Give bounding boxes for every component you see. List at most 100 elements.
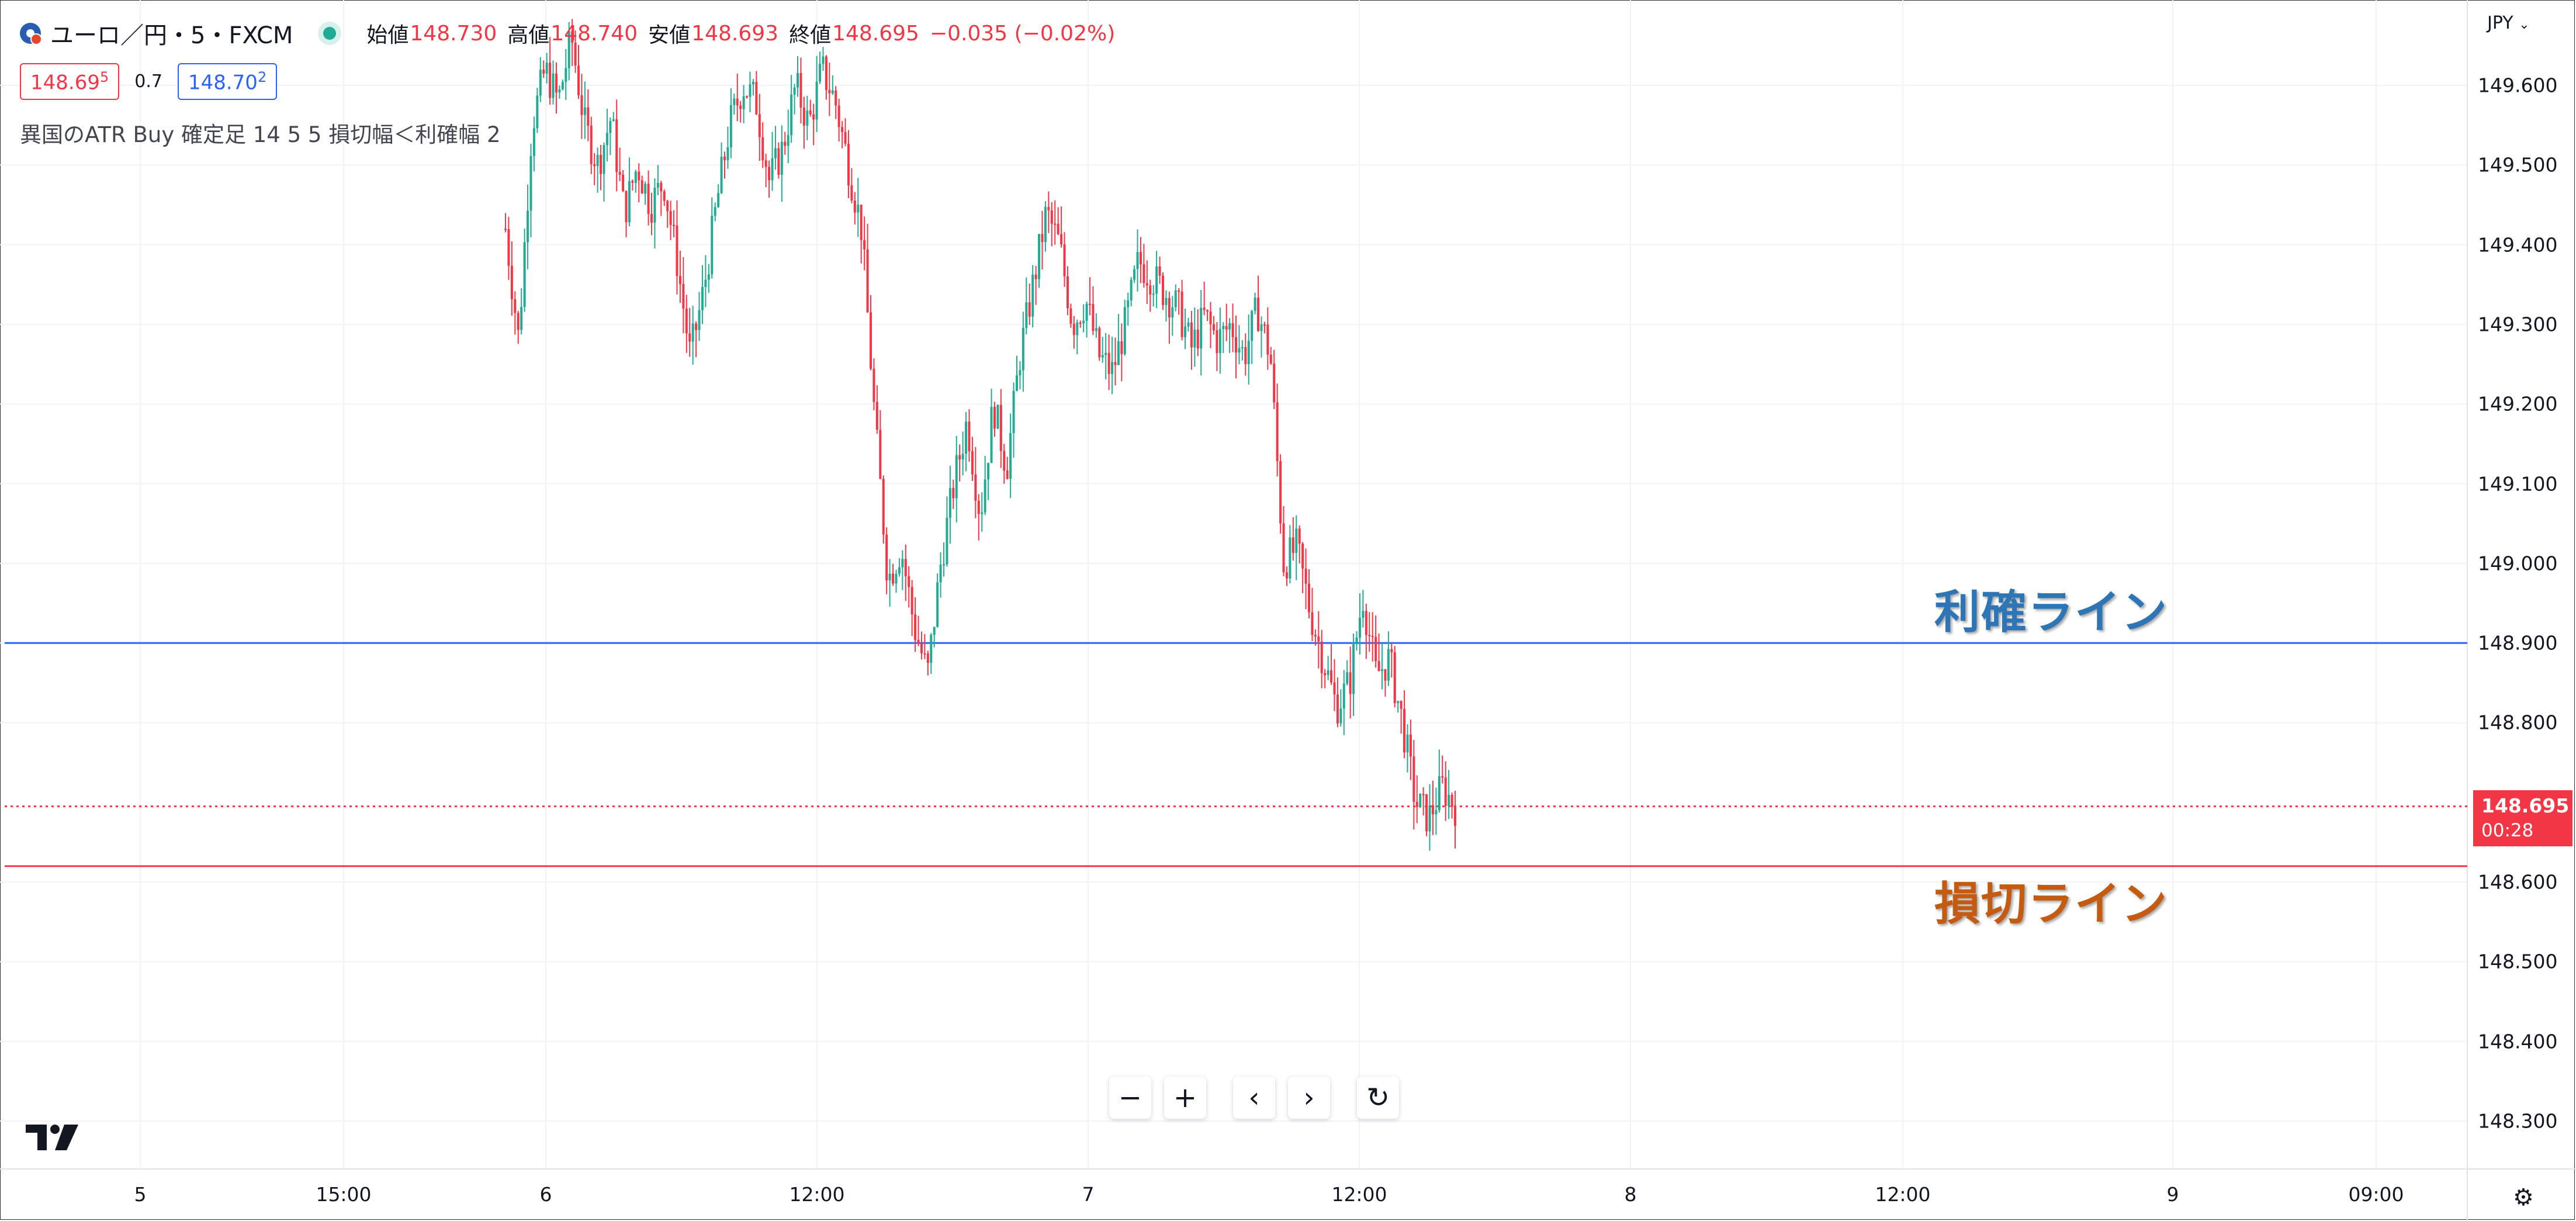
candle-body	[755, 82, 758, 115]
candle-body	[673, 224, 676, 226]
candle-body	[1403, 708, 1406, 753]
candle-body	[510, 265, 513, 299]
candle-body	[793, 87, 796, 95]
zoom-out-button[interactable]: −	[1109, 1077, 1151, 1119]
zoom-in-button[interactable]: +	[1164, 1077, 1206, 1119]
candle-body	[1362, 611, 1365, 618]
candle-body	[1044, 207, 1047, 243]
candle-body	[828, 89, 831, 94]
candle-body	[1212, 324, 1215, 331]
price-tick-label: 149.500	[2478, 153, 2558, 177]
open-label: 始値	[366, 23, 409, 47]
candle-body	[587, 107, 590, 126]
candle-body	[777, 148, 780, 175]
indicator-legend[interactable]: 異国のATR Buy 確定足 14 5 5 損切幅＜利確幅 2	[20, 122, 501, 147]
candle-body	[1324, 673, 1327, 675]
candle-body	[948, 487, 951, 518]
candle-body	[1276, 402, 1279, 462]
candle-body	[1317, 636, 1320, 642]
candle-body	[850, 185, 853, 201]
candle-body	[717, 193, 720, 207]
candle-body	[1022, 328, 1024, 371]
candle-body	[1371, 635, 1374, 637]
candle-body	[822, 56, 825, 64]
candle-body	[799, 73, 802, 108]
candle-body	[879, 430, 882, 479]
close-value: 148.695	[832, 21, 919, 46]
tradingview-logo-icon[interactable]	[26, 1125, 79, 1150]
candle-body	[571, 31, 574, 43]
candle-body	[536, 95, 539, 129]
scroll-left-button[interactable]: ‹	[1233, 1077, 1275, 1119]
candle-body	[1082, 320, 1085, 324]
candle-body	[920, 643, 923, 653]
candle-body	[736, 98, 739, 106]
candle-body	[1238, 348, 1241, 353]
candle-body	[812, 114, 815, 120]
candle-body	[660, 182, 663, 192]
symbol-title[interactable]: ユーロ／円・5・FXCM	[50, 22, 293, 49]
sell-button[interactable]: 148.695	[20, 63, 120, 101]
candle-body	[837, 105, 840, 127]
candle-body	[968, 421, 971, 452]
candle-body	[746, 96, 749, 98]
candle-body	[1257, 298, 1260, 331]
price-tick-label: 149.200	[2478, 392, 2558, 416]
buy-button[interactable]: 148.702	[177, 63, 278, 101]
reset-chart-button[interactable]: ↻	[1357, 1077, 1399, 1119]
candle-body	[952, 487, 955, 499]
candle-body	[1028, 302, 1031, 317]
candle-body	[574, 43, 577, 66]
candle-body	[1308, 583, 1310, 613]
sell-price: 148.69	[30, 71, 100, 95]
candle-body	[1377, 661, 1380, 672]
symbol-legend[interactable]: ユーロ／円・5・FXCM 始値 148.730 高値 148.740 安値 14…	[20, 16, 1126, 50]
currency-selector[interactable]: JPY ⌄	[2487, 13, 2530, 33]
candle-body	[987, 463, 990, 480]
candle-body	[1076, 322, 1079, 335]
time-tick-label: 7	[1082, 1183, 1095, 1206]
price-tick-label: 148.600	[2478, 870, 2558, 894]
candle-body	[857, 205, 860, 213]
candle-body	[904, 559, 907, 576]
candle-body	[1400, 701, 1403, 709]
candle-body	[1358, 618, 1361, 638]
candle-body	[965, 421, 968, 454]
candle-body	[527, 210, 529, 243]
candle-body	[600, 154, 603, 174]
candle-body	[1336, 694, 1339, 724]
candle-body	[720, 157, 723, 193]
candle-body	[809, 110, 812, 115]
time-tick-label: 5	[134, 1183, 147, 1206]
candle-body	[1111, 362, 1114, 374]
current-price-flag: 148.695 00:28	[2473, 790, 2572, 846]
candle-body	[1444, 777, 1447, 807]
chart-settings-gear-icon[interactable]: ⚙	[2513, 1184, 2534, 1211]
candle-body	[1289, 537, 1292, 579]
candle-body	[917, 639, 920, 644]
candle-body	[558, 89, 561, 93]
market-open-status-icon	[323, 27, 337, 40]
candle-body	[1016, 375, 1018, 391]
candle-body	[609, 121, 612, 133]
candle-body	[787, 135, 790, 146]
candle-body	[580, 95, 583, 115]
candle-body	[1441, 776, 1444, 778]
candle-body	[749, 84, 752, 97]
candle-body	[870, 312, 872, 369]
candle-body	[993, 407, 996, 429]
candle-body	[1333, 682, 1336, 695]
candle-body	[923, 653, 926, 655]
candle-body	[768, 167, 771, 181]
candle-body	[936, 582, 939, 627]
candle-body	[910, 587, 913, 615]
candle-body	[1327, 670, 1329, 675]
candle-body	[514, 299, 517, 313]
time-tick-label: 15:00	[316, 1183, 372, 1206]
candle-body	[678, 276, 681, 284]
candle-body	[1047, 207, 1050, 210]
price-tick-label: 149.300	[2478, 313, 2558, 336]
scroll-right-button[interactable]: ›	[1288, 1077, 1330, 1119]
candle-body	[1174, 290, 1177, 307]
